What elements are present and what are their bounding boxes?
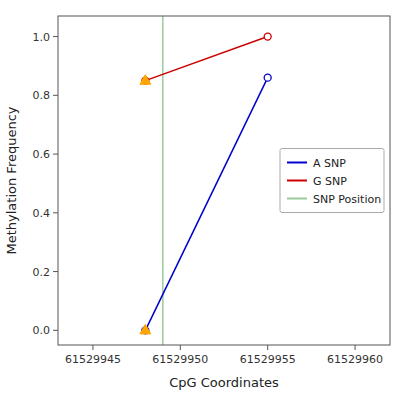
y-tick	[53, 36, 58, 37]
x-tick-label: 61529950	[152, 353, 208, 366]
chart: 61529945 61529950 61529955 61529960 0.0 0.2 0.…	[0, 0, 400, 400]
legend-label: A SNP	[313, 157, 346, 170]
y-tick-label: 0.2	[33, 266, 51, 279]
plot-area	[58, 16, 390, 345]
legend: A SNP G SNP SNP Position	[280, 149, 384, 213]
y-tick	[53, 154, 58, 155]
point-marker	[264, 74, 271, 81]
y-tick-label: 1.0	[33, 31, 51, 44]
x-tick	[267, 345, 268, 350]
point-marker	[264, 33, 271, 40]
x-axis-label: CpG Coordinates	[169, 375, 279, 390]
y-tick-label: 0.8	[33, 89, 51, 102]
y-tick	[53, 330, 58, 331]
y-tick	[53, 212, 58, 213]
plot-frame	[58, 16, 390, 345]
triangle-marker	[140, 75, 151, 85]
marks	[140, 16, 271, 345]
y-tick-label: 0.6	[33, 148, 51, 161]
x-tick-label: 61529960	[327, 353, 383, 366]
series-line	[145, 37, 267, 81]
y-tick	[53, 271, 58, 272]
x-tick-label: 61529945	[65, 353, 121, 366]
legend-swatch	[287, 198, 307, 200]
y-axis-label: Methylation Frequency	[4, 106, 19, 254]
legend-swatch	[287, 162, 307, 164]
y-tick-label: 0.4	[33, 207, 51, 220]
y-tick-label: 0.0	[33, 324, 51, 337]
series-line	[145, 78, 267, 331]
x-tick	[355, 345, 356, 350]
triangle-marker	[140, 324, 151, 334]
legend-swatch	[287, 180, 307, 182]
x-tick-label: 61529955	[240, 353, 296, 366]
legend-box	[280, 149, 384, 213]
legend-label: G SNP	[313, 175, 347, 188]
x-tick	[180, 345, 181, 350]
x-tick	[92, 345, 93, 350]
y-tick	[53, 95, 58, 96]
legend-label: SNP Position	[313, 193, 381, 206]
